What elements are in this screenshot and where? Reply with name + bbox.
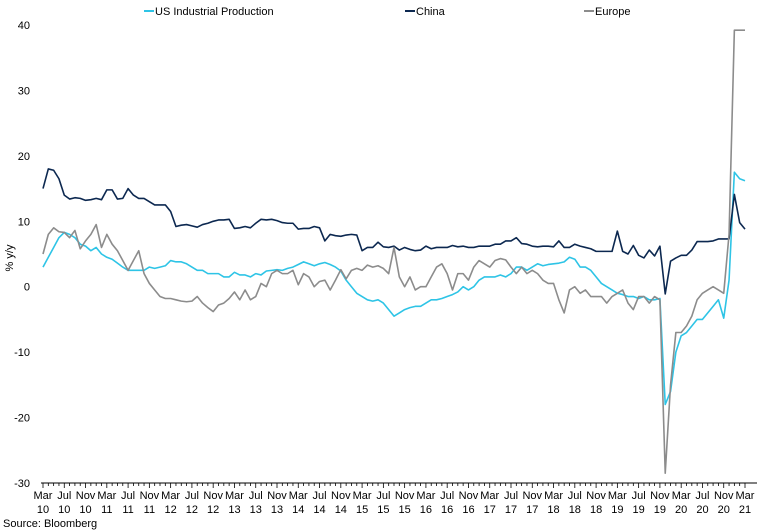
x-tick-label-month: Jul: [504, 490, 518, 502]
x-tick-label-year: 11: [101, 504, 112, 516]
x-tick-label-month: Mar: [161, 490, 180, 502]
x-tick-label-month: Jul: [121, 490, 135, 502]
x-tick-label-month: Jul: [57, 490, 71, 502]
x-tick-label-year: 18: [590, 504, 602, 516]
x-tick-label-year: 15: [399, 504, 411, 516]
y-tick-label: 20: [18, 151, 30, 163]
x-tick-label-year: 10: [58, 504, 70, 516]
x-tick-label-month: Mar: [608, 490, 627, 502]
x-tick-label-year: 19: [633, 504, 645, 516]
x-tick-label-month: Nov: [459, 490, 479, 502]
x-tick-label-month: Mar: [480, 490, 499, 502]
legend-label: Europe: [595, 6, 630, 18]
x-tick-label-year: 10: [79, 504, 91, 516]
x-tick-label-month: Mar: [736, 490, 755, 502]
x-tick-label-year: 20: [718, 504, 730, 516]
x-tick-label-year: 17: [484, 504, 496, 516]
x-tick-label-year: 13: [271, 504, 283, 516]
y-tick-label: 40: [18, 20, 30, 32]
x-tick-label-month: Nov: [395, 490, 415, 502]
legend-label: US Industrial Production: [155, 6, 274, 18]
y-tick-label: -10: [14, 347, 30, 359]
series-line-us-industrial-production: [42, 171, 746, 406]
x-axis: Mar 10 Jul 10 Nov 10 Mar 11 Jul 11 Nov 11 Mar 12 Jul 12…: [34, 482, 757, 516]
x-tick-label-month: Nov: [586, 490, 606, 502]
y-tick-label: -30: [14, 478, 30, 490]
x-tick-label-year: 20: [696, 504, 708, 516]
x-tick-label-month: Mar: [289, 490, 308, 502]
y-axis-label: % y/y: [4, 244, 16, 271]
x-tick-label-month: Nov: [76, 490, 96, 502]
x-tick-label-year: 16: [462, 504, 474, 516]
x-tick-label-year: 11: [122, 504, 133, 516]
x-tick-label-month: Jul: [313, 490, 327, 502]
x-tick-label-month: Nov: [267, 490, 287, 502]
legend-label: China: [416, 6, 446, 18]
y-tick-label: 10: [18, 216, 30, 228]
x-tick-label-year: 12: [186, 504, 198, 516]
x-tick-label-year: 14: [313, 504, 325, 516]
x-tick-label-year: 13: [250, 504, 262, 516]
y-axis: 40 30 20 10 0 -10 -20 -30: [14, 20, 30, 490]
x-tick-label-month: Jul: [185, 490, 199, 502]
x-tick-label-year: 12: [165, 504, 177, 516]
x-tick-label-year: 16: [420, 504, 432, 516]
y-tick-label: 0: [24, 282, 30, 294]
series-line-china: [42, 168, 746, 295]
x-tick-label-month: Jul: [695, 490, 709, 502]
x-tick-label-year: 13: [228, 504, 240, 516]
series-line-europe: [42, 29, 745, 474]
x-tick-label-month: Jul: [440, 490, 454, 502]
x-tick-label-year: 15: [377, 504, 389, 516]
x-tick-label-year: 15: [356, 504, 368, 516]
x-tick-label-month: Mar: [544, 490, 563, 502]
x-tick-label-month: Nov: [522, 490, 542, 502]
x-tick-label-year: 21: [739, 504, 751, 516]
y-tick-label: -20: [14, 413, 30, 425]
x-tick-label-year: 11: [144, 504, 155, 516]
x-tick-label-year: 12: [207, 504, 219, 516]
x-tick-label-month: Nov: [714, 490, 734, 502]
x-tick-label-month: Nov: [203, 490, 223, 502]
y-tick-label: 30: [18, 85, 30, 97]
x-tick-label-month: Mar: [672, 490, 691, 502]
x-tick-label-year: 16: [441, 504, 453, 516]
x-tick-label-month: Mar: [34, 490, 53, 502]
x-tick-label-year: 19: [654, 504, 666, 516]
x-tick-label-month: Nov: [650, 490, 670, 502]
x-tick-label-month: Nov: [331, 490, 351, 502]
x-tick-label-year: 14: [292, 504, 304, 516]
x-tick-label-month: Jul: [632, 490, 646, 502]
x-tick-label-year: 20: [675, 504, 687, 516]
x-tick-label-month: Nov: [140, 490, 160, 502]
source-note: Source: Bloomberg: [3, 518, 97, 530]
x-tick-label-year: 18: [547, 504, 559, 516]
x-tick-label-year: 19: [611, 504, 623, 516]
x-tick-label-month: Jul: [376, 490, 390, 502]
x-tick-label-month: Mar: [97, 490, 116, 502]
x-tick-label-year: 17: [505, 504, 517, 516]
x-tick-label-year: 10: [37, 504, 49, 516]
x-tick-label-month: Mar: [353, 490, 372, 502]
x-tick-label-month: Mar: [225, 490, 244, 502]
legend: US Industrial Production China Europe: [144, 6, 630, 18]
x-tick-label-year: 17: [526, 504, 538, 516]
x-tick-label-year: 14: [335, 504, 347, 516]
series-group: [42, 29, 746, 474]
x-tick-label-month: Jul: [568, 490, 582, 502]
x-tick-label-year: 18: [569, 504, 581, 516]
x-tick-label-month: Jul: [249, 490, 263, 502]
x-tick-label-month: Mar: [416, 490, 435, 502]
